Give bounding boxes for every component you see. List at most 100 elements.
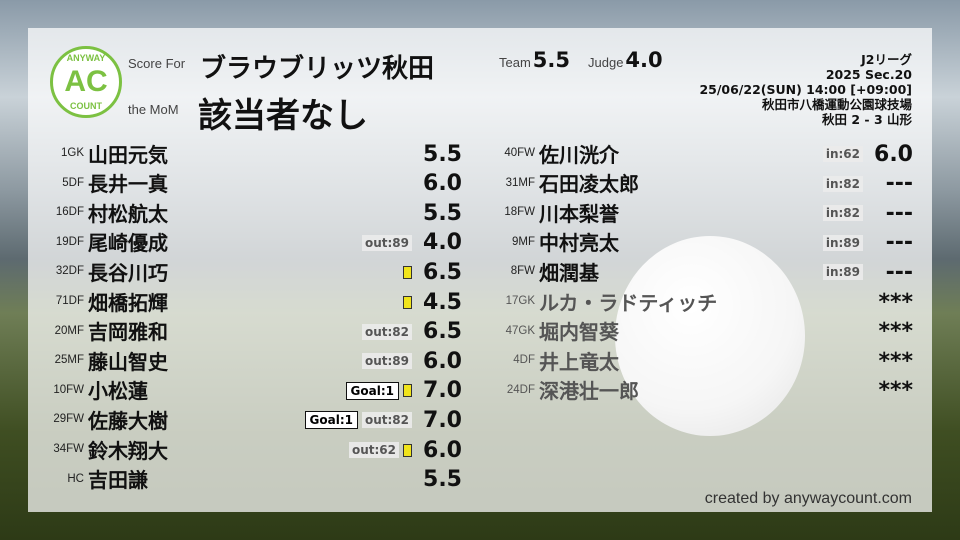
yellow-card-icon (403, 384, 412, 398)
player-row: 16DF 村松航太 (52, 198, 168, 226)
player-score: 4.0 (423, 230, 462, 256)
player-name: 小松蓮 (88, 379, 148, 404)
score-panel (28, 28, 932, 512)
player-name: 藤山智史 (88, 349, 168, 374)
player-score: *** (878, 289, 913, 315)
player-number-position: 71DF (55, 295, 84, 307)
match-result: 秋田 2 - 3 山形 (822, 112, 912, 127)
player-score: 4.5 (423, 289, 462, 315)
player-row: HC 吉田謙 (52, 465, 148, 493)
player-stats: out:89 6.0 (361, 347, 462, 375)
player-name: 村松航太 (88, 201, 168, 226)
match-datetime: 25/06/22(SUN) 14:00 [+09:00] (699, 82, 912, 97)
player-stats: out:89 4.0 (361, 229, 462, 257)
score-for-label: Score For (128, 56, 186, 71)
player-score: 6.0 (423, 348, 462, 374)
player-stats: out:82 6.5 (361, 318, 462, 346)
player-number-position: 31MF (505, 176, 535, 189)
player-number-position: 5DF (62, 176, 84, 189)
player-stats: in:82 --- (822, 199, 913, 227)
player-name: 畑橋拓輝 (88, 290, 168, 315)
player-number-position: 19DF (55, 235, 84, 248)
player-score: 5.5 (423, 141, 462, 167)
player-name: 吉田謙 (88, 468, 148, 493)
yellow-card-icon (403, 443, 412, 457)
mom-name: 該当者なし (198, 96, 368, 136)
team-score: 5.5 (532, 48, 570, 72)
player-number-position: 1GK (60, 147, 84, 159)
player-stats: *** (867, 318, 913, 346)
player-score: 7.0 (423, 378, 462, 404)
player-stats: Goal:1 7.0 (345, 377, 462, 405)
player-row: 20MF 吉岡雅和 (52, 317, 168, 345)
substitution-badge: in:82 (822, 175, 863, 192)
player-score: --- (885, 171, 913, 197)
player-number-position: 8FW (510, 265, 535, 278)
player-score: 5.5 (423, 200, 462, 226)
player-row: 71DF 畑橋拓輝 (52, 287, 168, 315)
venue: 秋田市八橋運動公園球技場 (761, 97, 912, 112)
player-stats: 6.0 (416, 170, 462, 198)
player-name: 深港壮一郎 (539, 379, 639, 404)
logo-text-mid: AC (64, 65, 108, 98)
logo-text-top: ANYWAY (66, 53, 106, 63)
player-score: 7.0 (423, 407, 462, 433)
player-row: 40FW 佐川洸介 (497, 139, 619, 167)
player-score: --- (885, 230, 913, 256)
section: 2025 Sec.20 (825, 67, 912, 82)
player-number-position: 32DF (55, 265, 84, 278)
player-row: 1GK 山田元気 (52, 139, 168, 167)
player-stats: *** (867, 377, 913, 405)
player-stats: out:62 6.0 (348, 436, 462, 464)
credit-text: created by anywaycount.com (704, 490, 912, 507)
player-name: 石田凌太郎 (539, 172, 639, 197)
player-number-position: 34FW (53, 443, 84, 455)
player-number-position: 16DF (55, 206, 84, 219)
player-stats: in:89 --- (822, 229, 913, 257)
player-row: 25MF 藤山智史 (52, 346, 168, 374)
logo-text-bottom: COUNT (70, 101, 102, 111)
player-name: 中村亮太 (539, 231, 619, 256)
player-score: 6.5 (423, 259, 462, 285)
player-stats: 6.5 (403, 258, 462, 286)
player-score: --- (885, 200, 913, 226)
player-name: 吉岡雅和 (88, 320, 168, 345)
player-name: 長井一真 (88, 172, 168, 197)
player-number-position: HC (67, 472, 84, 485)
player-number-position: 40FW (504, 147, 535, 159)
judge-score: 4.0 (625, 48, 663, 72)
player-stats: in:82 --- (822, 170, 913, 198)
yellow-card-icon (403, 265, 412, 279)
player-row: 8FW 畑潤基 (497, 257, 599, 285)
substitution-badge: in:89 (822, 234, 863, 251)
player-score: *** (878, 319, 913, 345)
player-score: 6.0 (423, 171, 462, 197)
goal-badge: Goal:1 (304, 411, 358, 430)
player-name: 堀内智葵 (539, 320, 619, 345)
substitution-badge: out:62 (348, 442, 399, 458)
player-stats: 4.5 (403, 288, 462, 316)
player-score: *** (878, 348, 913, 374)
player-row: 9MF 中村亮太 (497, 228, 619, 256)
substitution-badge: out:89 (361, 353, 412, 370)
player-row: 47GK 堀内智葵 (497, 317, 619, 345)
substitution-badge: in:89 (822, 264, 863, 281)
goal-badge: Goal:1 (345, 381, 399, 400)
player-name: 井上竜太 (539, 349, 619, 374)
player-number-position: 17GK (505, 295, 535, 307)
match-info: J2リーグ 2025 Sec.20 25/06/22(SUN) 14:00 [+… (699, 52, 912, 127)
team-label: Team (499, 55, 531, 70)
player-score: *** (878, 378, 913, 404)
player-number-position: 18FW (504, 206, 535, 219)
player-row: 17GK ルカ・ラドティッチ (497, 287, 718, 315)
player-row: 18FW 川本梨誉 (497, 198, 619, 226)
player-row: 24DF 深港壮一郎 (497, 376, 639, 404)
player-name: 長谷川巧 (88, 260, 168, 285)
player-number-position: 10FW (53, 383, 84, 396)
player-number-position: 29FW (53, 413, 84, 426)
substitution-badge: in:82 (822, 205, 863, 222)
player-stats: 5.5 (416, 199, 462, 227)
player-name: 川本梨誉 (539, 201, 619, 226)
player-name: 山田元気 (88, 142, 168, 167)
player-stats: *** (867, 347, 913, 375)
